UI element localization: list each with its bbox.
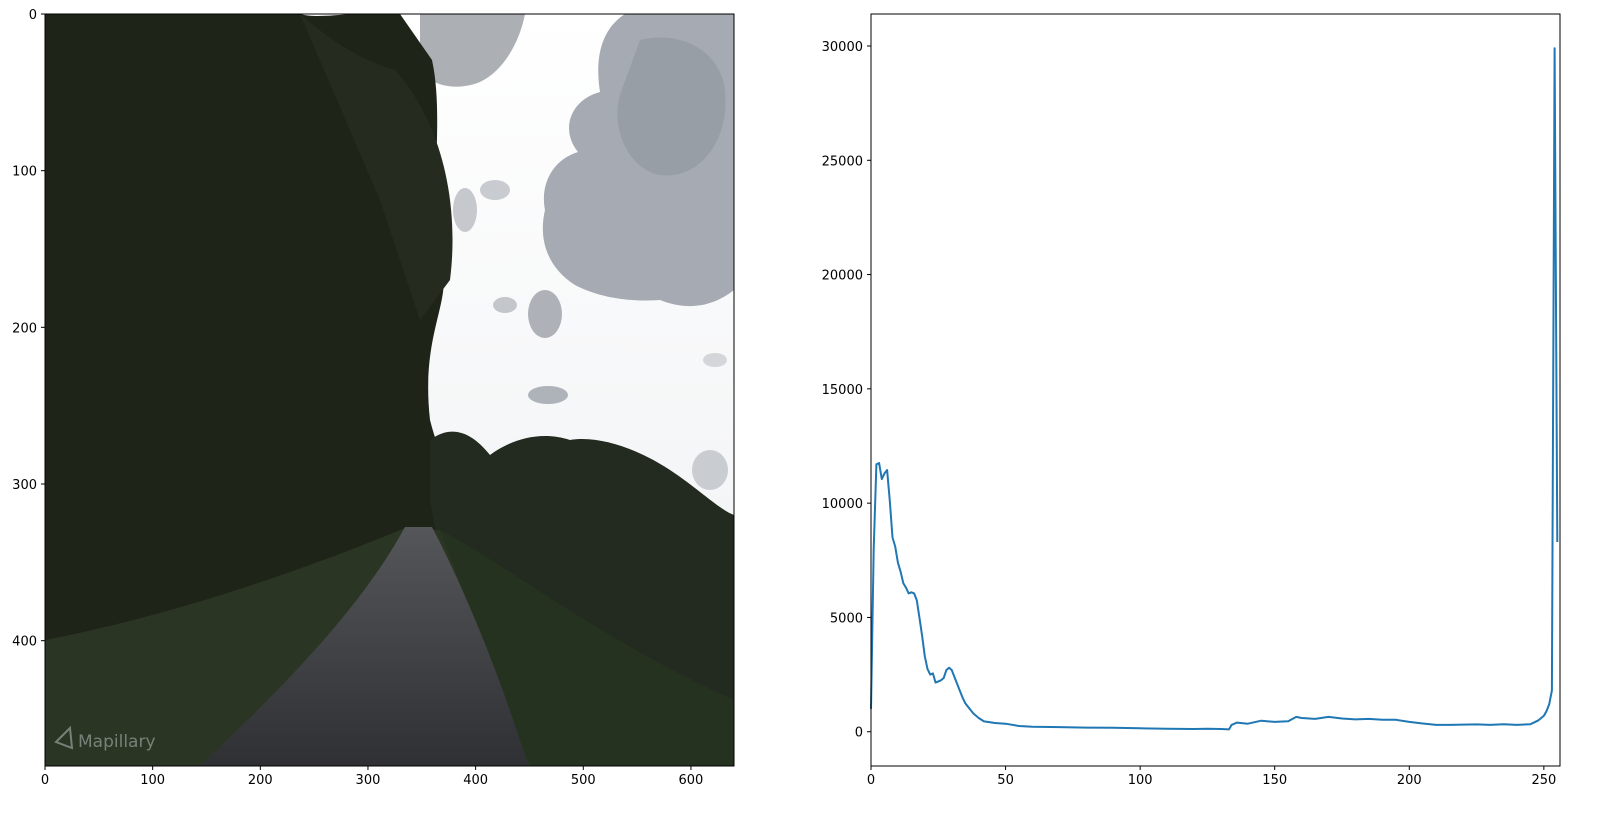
hist-x-tick-label: 250 <box>1531 773 1556 788</box>
histogram-frame <box>870 13 1561 767</box>
hist-y-tick-label: 10000 <box>822 497 863 512</box>
image-x-tick-label: 100 <box>140 773 165 788</box>
road <box>200 527 528 766</box>
hist-y-tick-label: 25000 <box>822 154 863 169</box>
photo-image: Mapillary <box>45 14 734 766</box>
clouds <box>420 14 734 490</box>
hist-y-tick-label: 5000 <box>830 611 863 626</box>
mapillary-watermark: Mapillary <box>54 725 156 752</box>
watermark-text: Mapillary <box>78 732 156 752</box>
hist-y-tick-label: 30000 <box>822 40 863 55</box>
histogram-axis-ticks: 0 50 100 150 200 250 0 5000 10000 15000 20000 25000… <box>822 40 1557 788</box>
image-x-tick-label: 500 <box>571 773 596 788</box>
image-y-tick-label: 200 <box>12 321 37 336</box>
image-x-tick-label: 300 <box>356 773 381 788</box>
image-y-tick-label: 100 <box>12 165 37 180</box>
image-y-tick-label: 0 <box>29 8 37 23</box>
image-x-tick-label: 200 <box>248 773 273 788</box>
hist-y-tick-label: 15000 <box>822 383 863 398</box>
image-panel: Mapillary 0 100 200 300 400 500 600 0 100 200 300 4… <box>12 8 735 788</box>
hist-y-tick-label: 0 <box>855 726 863 741</box>
hist-x-tick-label: 100 <box>1128 773 1153 788</box>
image-y-tick-label: 400 <box>12 635 37 650</box>
image-axis-ticks: 0 100 200 300 400 500 600 0 100 200 300 400 <box>12 8 703 788</box>
image-x-tick-label: 400 <box>463 773 488 788</box>
hist-x-tick-label: 0 <box>867 773 875 788</box>
image-x-tick-label: 600 <box>679 773 704 788</box>
hist-x-tick-label: 200 <box>1397 773 1422 788</box>
image-frame <box>44 13 735 767</box>
hist-x-tick-label: 150 <box>1262 773 1287 788</box>
hist-y-tick-label: 20000 <box>822 269 863 284</box>
histogram-line <box>870 47 1559 731</box>
image-y-tick-label: 300 <box>12 478 37 493</box>
image-x-tick-label: 0 <box>41 773 49 788</box>
hist-x-tick-label: 50 <box>997 773 1014 788</box>
